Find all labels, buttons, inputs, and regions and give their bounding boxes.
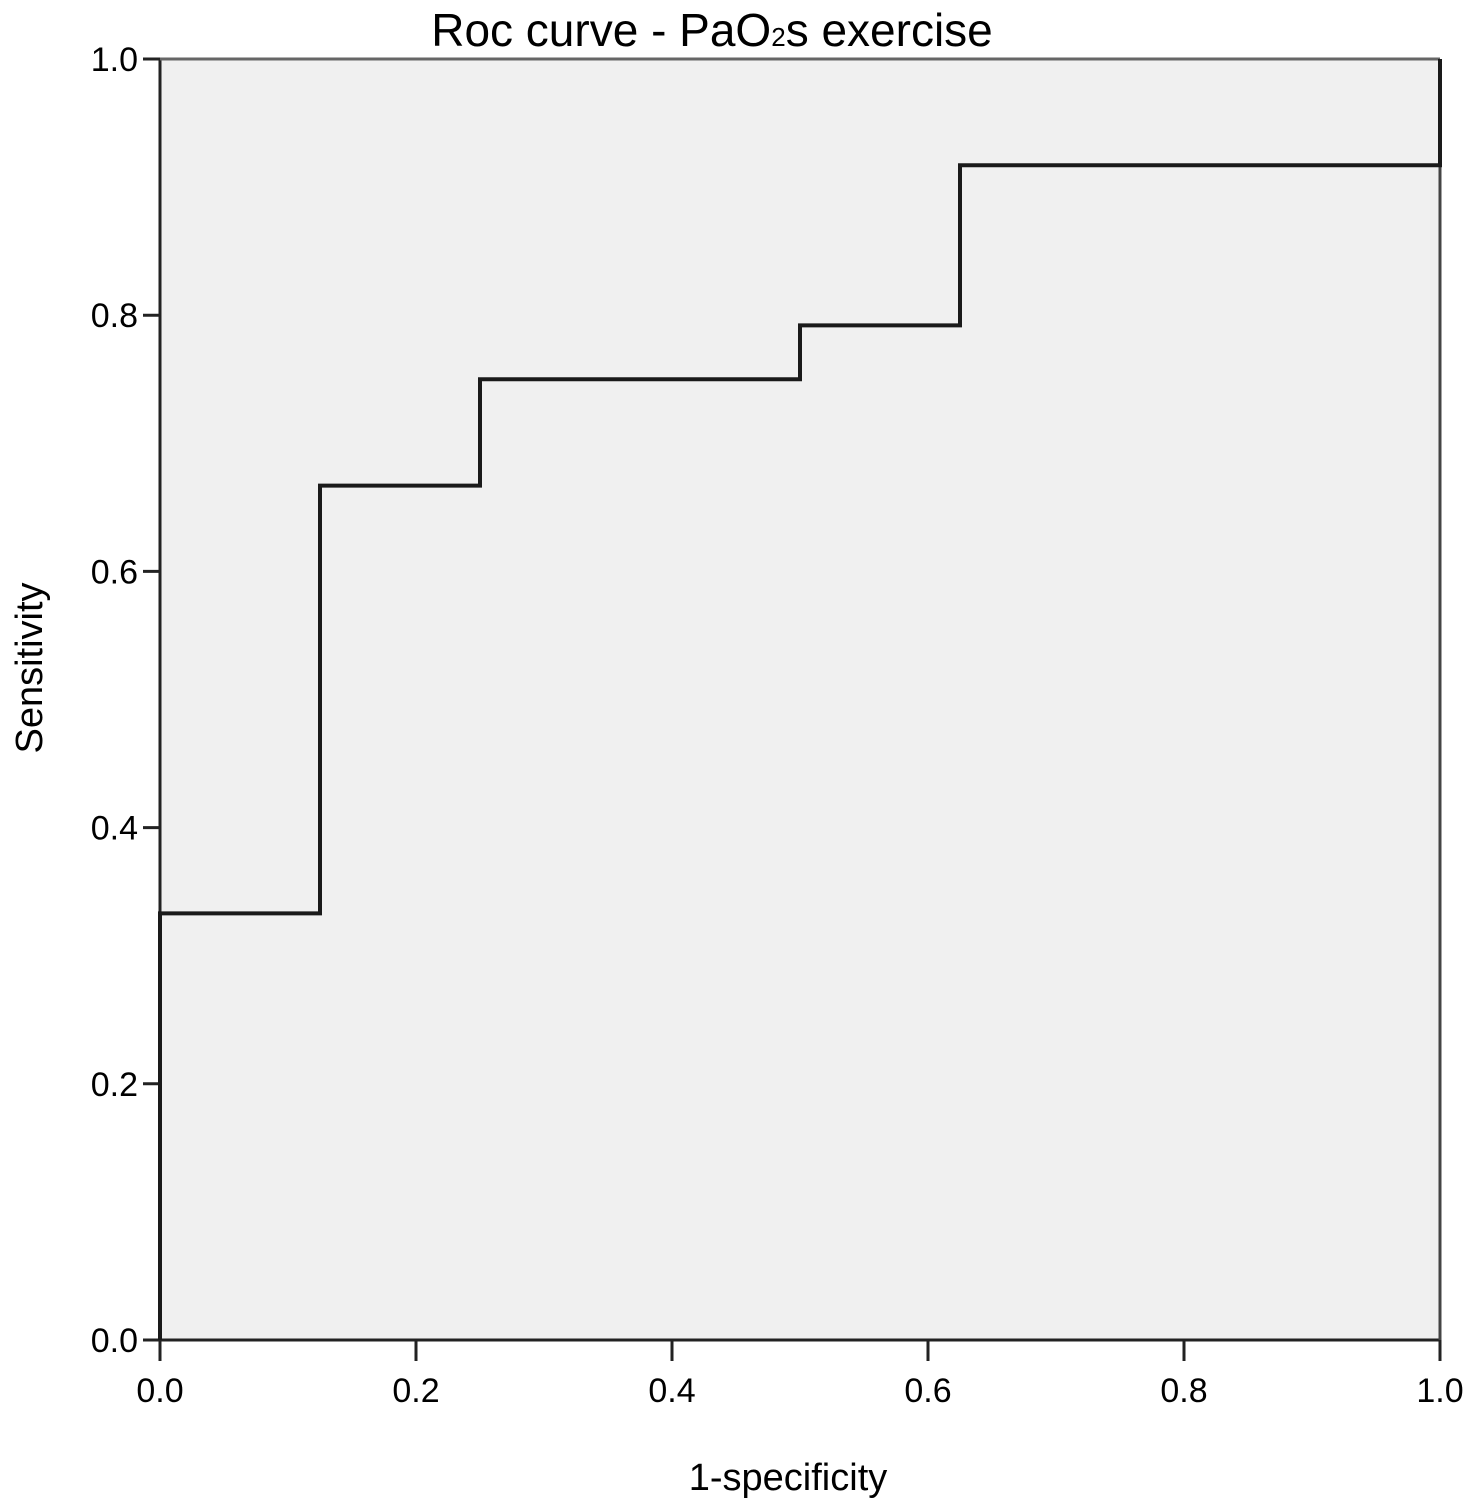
y-tick-label: 0.8 xyxy=(91,297,138,335)
y-axis-label: Sensitivity xyxy=(9,582,51,753)
y-tick-label: 0.0 xyxy=(91,1322,138,1360)
x-tick-label: 0.6 xyxy=(904,1372,951,1410)
roc-curve-line xyxy=(158,59,1442,1340)
x-tick-label: 1.0 xyxy=(1416,1372,1463,1410)
x-axis-label: 1-specificity xyxy=(689,1457,888,1499)
plot-area xyxy=(160,59,1440,1340)
x-axis-ticks: 0.0 0.2 0.4 0.6 0.8 1.0 xyxy=(136,1340,1463,1410)
x-tick-label: 0.2 xyxy=(392,1372,439,1410)
y-tick-label: 0.4 xyxy=(91,810,138,848)
x-tick-label: 0.8 xyxy=(1160,1372,1207,1410)
y-tick-label: 0.6 xyxy=(91,553,138,591)
y-axis-ticks: 0.0 0.2 0.4 0.6 0.8 1.0 xyxy=(91,41,160,1360)
y-tick-label: 0.2 xyxy=(91,1066,138,1104)
x-tick-label: 0.0 xyxy=(136,1372,183,1410)
y-tick-label: 1.0 xyxy=(91,41,138,79)
chart-title: Roc curve - PaO2s exercise xyxy=(431,4,993,56)
x-tick-label: 0.4 xyxy=(648,1372,695,1410)
